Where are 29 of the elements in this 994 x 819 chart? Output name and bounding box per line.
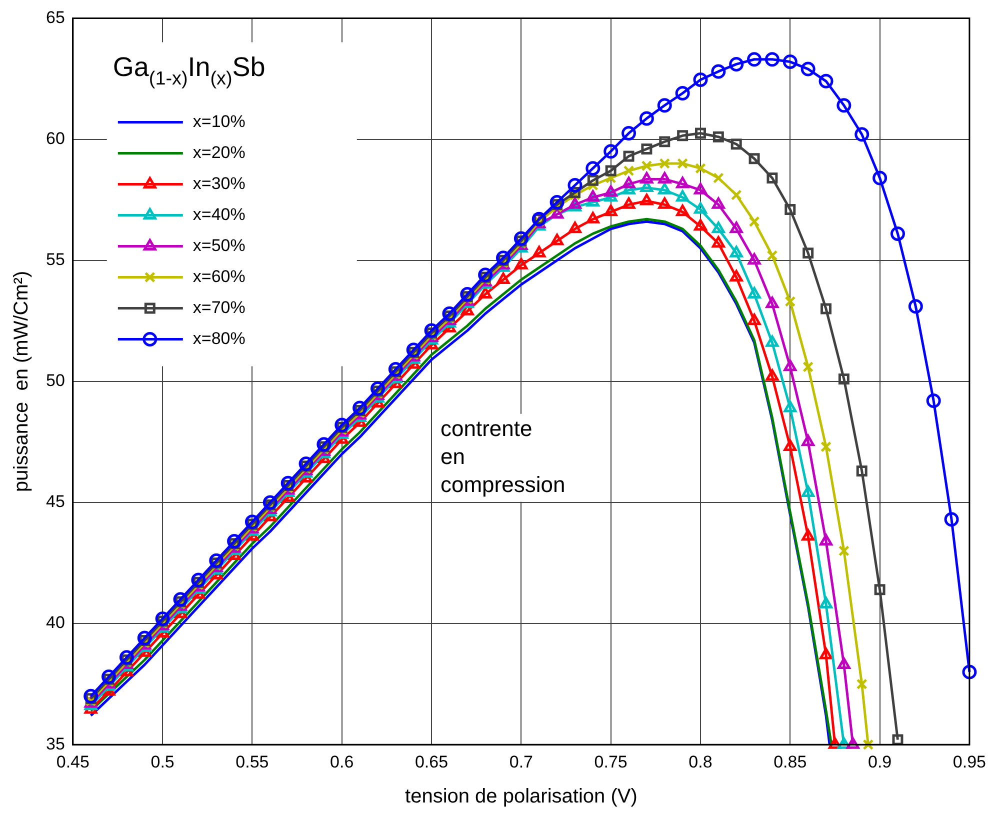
- x-tick-label: 0.9: [868, 752, 892, 772]
- x-tick-label: 0.5: [150, 752, 174, 772]
- y-tick-label: 50: [46, 371, 65, 390]
- y-tick-label: 55: [46, 250, 65, 270]
- x-tick-label: 0.7: [509, 752, 534, 772]
- x-tick-label: 0.85: [774, 752, 807, 772]
- legend-label: x=30%: [192, 174, 246, 193]
- legend-label: x=80%: [192, 328, 246, 348]
- x-tick-label: 0.6: [330, 752, 354, 772]
- y-axis-title: puissance en (mW/Cm²): [10, 270, 33, 492]
- y-tick-label: 35: [46, 734, 65, 754]
- legend-label: x=70%: [192, 298, 246, 317]
- legend-label: x=50%: [192, 236, 246, 255]
- x-axis-title: tension de polarisation (V): [405, 786, 638, 808]
- x-tick-label: 0.65: [414, 752, 448, 772]
- y-tick-label: 45: [46, 492, 65, 512]
- annotation: contrente en compression: [440, 416, 566, 497]
- x-tick-label: 0.45: [56, 752, 90, 772]
- y-tick-label: 60: [46, 128, 65, 148]
- x-tick-label: 0.8: [688, 752, 712, 772]
- legend-label: x=60%: [192, 266, 246, 286]
- x-tick-label: 0.75: [594, 752, 628, 772]
- x-tick-label: 0.95: [952, 752, 986, 772]
- legend-label: x=10%: [192, 112, 246, 131]
- legend-label: x=40%: [192, 204, 246, 224]
- y-tick-label: 40: [46, 613, 65, 632]
- legend-label: x=20%: [192, 142, 246, 162]
- x-tick-label: 0.55: [236, 752, 269, 772]
- y-tick-label: 65: [46, 8, 65, 27]
